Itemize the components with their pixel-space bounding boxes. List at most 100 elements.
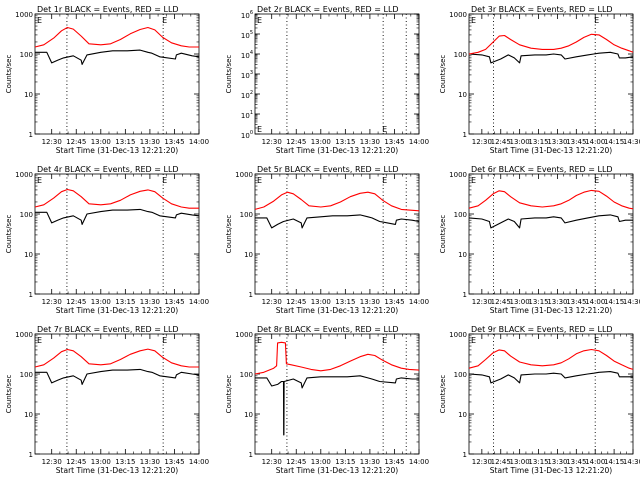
events-series-line: [468, 51, 634, 64]
x-tick-label: 12:30: [472, 458, 492, 466]
x-tick-label: 12:30: [262, 298, 282, 306]
x-tick-label: 12:45: [286, 298, 306, 306]
y-tick-exponent: 4: [250, 50, 253, 56]
x-tick-label: 12:30: [472, 138, 492, 146]
x-axis-label: Start Time (31-Dec-13 12:21:20): [56, 306, 178, 315]
x-tick-label: 12:30: [42, 298, 62, 306]
detector-panel: Det 3r BLACK = Events, RED = LLD 1 10 100 10…: [439, 5, 640, 155]
x-tick-label: 13:15: [115, 138, 135, 146]
y-tick-exponent: 0: [250, 130, 253, 136]
y-axis-label: Counts/sec: [5, 55, 13, 94]
y-axis-label: Counts/sec: [5, 375, 13, 414]
y-axis-label: Counts/sec: [225, 215, 233, 254]
events-series-line: [468, 214, 633, 229]
y-tick-exponent: 5: [250, 30, 253, 36]
detector-panel: Det 7r BLACK = Events, RED = LLD 1 10 100 10…: [5, 325, 209, 475]
x-tick-label: 13:15: [528, 298, 548, 306]
x-tick-label: 13:00: [510, 298, 530, 306]
detector-panel: Det 1r BLACK = Events, RED = LLD 1 10 100 10…: [5, 5, 209, 155]
x-tick-label: 13:45: [164, 138, 184, 146]
x-tick-label: 13:45: [566, 458, 586, 466]
events-series-line: [255, 214, 420, 229]
y-tick-label: 1: [249, 451, 253, 459]
y-tick-exponent: 6: [250, 10, 253, 16]
events-series-line: [35, 49, 200, 65]
x-tick-label: 13:45: [566, 138, 586, 146]
y-tick-label: 10: [244, 411, 253, 419]
y-tick-label: 1000: [235, 331, 253, 339]
marker-label: E: [471, 336, 476, 345]
x-tick-label: 12:45: [491, 458, 511, 466]
x-tick-label: 13:15: [528, 138, 548, 146]
y-tick-label: 100: [241, 130, 253, 140]
x-tick-label: 13:30: [140, 298, 160, 306]
panel-title: Det 6r BLACK = Events, RED = LLD: [471, 165, 613, 174]
x-tick-label: 14:30: [623, 458, 640, 466]
lld-series-line: [254, 341, 420, 375]
y-tick-exponent: 2: [250, 90, 253, 96]
marker-label: E: [471, 16, 476, 25]
lld-series-line: [468, 33, 634, 55]
x-tick-label: 14:15: [604, 458, 624, 466]
y-tick-label: 100: [240, 211, 253, 219]
marker-label: E: [257, 16, 262, 25]
y-tick-label: 100: [20, 211, 33, 219]
x-tick-label: 14:00: [189, 138, 209, 146]
marker-label: E: [257, 176, 262, 185]
panel-title: Det 4r BLACK = Events, RED = LLD: [37, 165, 179, 174]
x-tick-label: 12:30: [472, 298, 492, 306]
plot-frame: [254, 13, 420, 135]
x-tick-label: 12:45: [66, 298, 86, 306]
detector-panel: Det 8r BLACK = Events, RED = LLD 1 10 100 10…: [225, 325, 429, 475]
lld-series-line: [34, 26, 199, 48]
panel-title: Det 9r BLACK = Events, RED = LLD: [471, 325, 613, 334]
detector-panel: Det 9r BLACK = Events, RED = LLD 1 10 100 10…: [439, 325, 640, 475]
y-tick-label: 100: [20, 371, 33, 379]
x-tick-label: 13:15: [528, 458, 548, 466]
marker-label: E: [37, 336, 42, 345]
x-axis-label: Start Time (31-Dec-13 12:21:20): [56, 146, 178, 155]
x-axis-label: Start Time (31-Dec-13 12:21:20): [276, 466, 398, 475]
events-series-line: [255, 375, 419, 436]
y-tick-label: 1000: [15, 331, 33, 339]
x-tick-label: 12:45: [66, 138, 86, 146]
y-tick-label: 100: [240, 371, 253, 379]
y-tick-label: 102: [241, 90, 253, 100]
x-tick-label: 13:30: [547, 138, 567, 146]
y-axis-label: Counts/sec: [225, 55, 233, 94]
y-tick-label: 1: [249, 291, 253, 299]
y-tick-label: 105: [241, 30, 253, 40]
x-tick-label: 13:45: [164, 458, 184, 466]
plot-frame: [34, 333, 200, 455]
lld-series-line: [254, 191, 420, 212]
panel-title: Det 3r BLACK = Events, RED = LLD: [471, 5, 613, 14]
y-tick-label: 1000: [235, 171, 253, 179]
y-tick-label: 10: [458, 251, 467, 259]
y-axis-label: Counts/sec: [439, 375, 447, 414]
y-tick-label: 1000: [15, 171, 33, 179]
events-series-line: [35, 368, 200, 385]
plot-frame: [254, 333, 420, 455]
marker-label: E: [37, 176, 42, 185]
x-axis-label: Start Time (31-Dec-13 12:21:20): [276, 146, 398, 155]
y-axis-label: Counts/sec: [225, 375, 233, 414]
x-tick-label: 13:00: [510, 458, 530, 466]
x-tick-label: 13:30: [547, 458, 567, 466]
plot-frame: [254, 173, 420, 295]
y-tick-label: 106: [241, 10, 253, 20]
y-axis-label: Counts/sec: [5, 215, 13, 254]
y-axis-label: Counts/sec: [439, 55, 447, 94]
marker-label: E: [162, 336, 167, 345]
y-tick-label: 1: [29, 451, 33, 459]
x-tick-label: 13:30: [360, 458, 380, 466]
x-axis-label: Start Time (31-Dec-13 12:21:20): [56, 466, 178, 475]
y-tick-label: 1: [29, 291, 33, 299]
y-tick-label: 100: [454, 211, 467, 219]
y-tick-label: 10: [458, 91, 467, 99]
x-tick-label: 12:45: [286, 458, 306, 466]
x-tick-label: 12:30: [262, 458, 282, 466]
plot-frame: [34, 173, 200, 295]
y-tick-label: 1: [463, 291, 467, 299]
x-tick-label: 14:00: [189, 298, 209, 306]
y-tick-label: 100: [454, 371, 467, 379]
